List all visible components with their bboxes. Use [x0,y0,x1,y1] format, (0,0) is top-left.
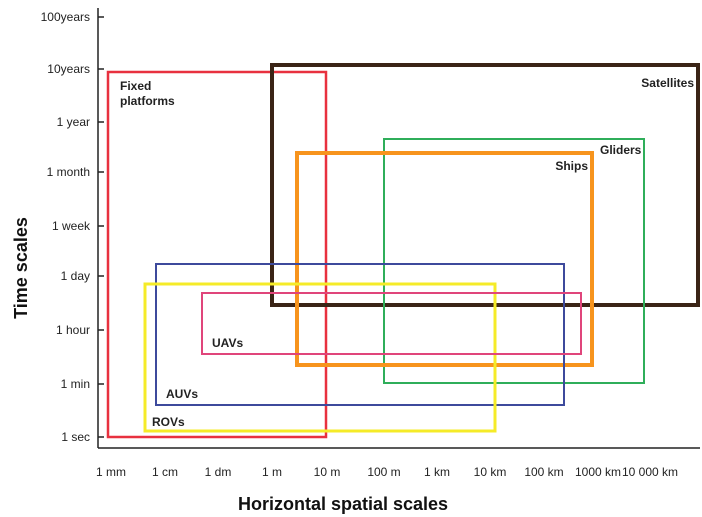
x-tick-1000-km: 1000 km [575,465,621,479]
y-tick-1-day: 1 day [61,269,90,283]
y-tick-labels: 1 sec 1 min 1 hour 1 day 1 week 1 month 1 year… [41,10,91,444]
label-gliders: Gliders [600,143,642,157]
rect-gliders [383,138,645,384]
x-tick-10-m: 10 m [314,465,341,479]
x-tick-10-km: 10 km [474,465,507,479]
label-rovs: ROVs [152,415,185,429]
x-tick-1-mm: 1 mm [96,465,126,479]
x-tick-labels: 1 mm 1 cm 1 dm 1 m 10 m 100 m 1 km 10 km 100 km 1… [96,465,678,479]
x-tick-1-m: 1 m [262,465,282,479]
y-tick-marks [98,16,104,438]
platform-rectangles [106,63,700,439]
y-tick-1-week: 1 week [52,219,91,233]
rect-uavs [201,292,582,355]
y-tick-1-year: 1 year [57,115,90,129]
label-ships: Ships [555,159,588,173]
label-auvs: AUVs [166,387,198,401]
y-tick-1-month: 1 month [47,165,90,179]
x-tick-1-km: 1 km [424,465,450,479]
y-tick-1-sec: 1 sec [61,430,90,444]
y-tick-10years: 10years [47,62,90,76]
x-tick-1-cm: 1 cm [152,465,178,479]
x-tick-1-dm: 1 dm [205,465,232,479]
label-fixed-platforms: Fixed platforms [120,79,175,108]
y-tick-100years: 100years [41,10,90,24]
x-axis-title: Horizontal spatial scales [238,494,448,514]
rect-fixed-platforms [106,70,328,439]
platform-labels: Fixed platforms Satellites Gliders Ships AUVs… [120,76,694,429]
x-tick-100-km: 100 km [524,465,563,479]
rect-rovs [143,282,497,433]
y-tick-1-min: 1 min [61,377,90,391]
rect-satellites [270,63,700,307]
x-tick-10-000-km: 10 000 km [622,465,678,479]
label-satellites: Satellites [641,76,694,90]
rect-auvs [155,263,565,406]
y-tick-1-hour: 1 hour [56,323,90,337]
y-axis-title: Time scales [11,217,31,319]
x-tick-100-m: 100 m [367,465,400,479]
rect-ships [295,151,594,367]
label-uavs: UAVs [212,336,243,350]
